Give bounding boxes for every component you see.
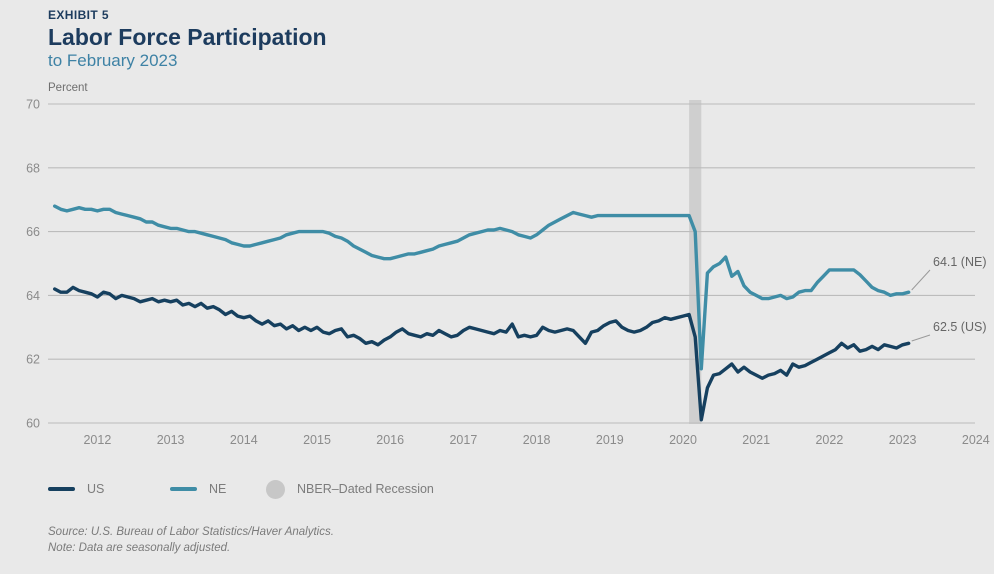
chart-subtitle: to February 2023: [48, 51, 178, 70]
us-end-label: 62.5 (US): [933, 320, 987, 334]
legend-item-ne: NE: [170, 479, 226, 499]
legend-label-ne: NE: [209, 482, 227, 496]
y-tick-60: 60: [26, 417, 40, 431]
legend-label-us: US: [87, 482, 105, 496]
ne-line-swatch: [170, 487, 197, 491]
x-tick-2024: 2024: [962, 433, 990, 447]
legend-item-recession: NBER–Dated Recession: [266, 479, 434, 499]
x-tick-2012: 2012: [83, 433, 111, 447]
legend-label-recession: NBER–Dated Recession: [297, 482, 434, 496]
x-tick-2015: 2015: [303, 433, 331, 447]
adjustment-note: Note: Data are seasonally adjusted.: [48, 542, 231, 554]
x-tick-2013: 2013: [157, 433, 185, 447]
x-tick-2018: 2018: [523, 433, 551, 447]
chart-header: EXHIBIT 5 Labor Force Participation to F…: [48, 8, 327, 71]
ne-annotation-leader: [911, 269, 931, 291]
us-annotation-leader: [911, 334, 931, 342]
y-tick-70: 70: [26, 98, 40, 112]
exhibit-label: EXHIBIT 5: [48, 8, 109, 22]
x-tick-2019: 2019: [596, 433, 624, 447]
ne-line: [53, 204, 911, 371]
source-note: Source: U.S. Bureau of Labor Statistics/…: [48, 526, 334, 538]
x-tick-2017: 2017: [449, 433, 477, 447]
x-tick-2016: 2016: [376, 433, 404, 447]
y-axis-unit-label: Percent: [48, 82, 88, 94]
x-tick-2020: 2020: [669, 433, 697, 447]
x-tick-2023: 2023: [889, 433, 917, 447]
us-line: [53, 285, 911, 422]
legend: US NE NBER–Dated Recession: [0, 479, 994, 501]
footer-notes: Source: U.S. Bureau of Labor Statistics/…: [48, 524, 334, 556]
x-tick-2014: 2014: [230, 433, 258, 447]
legend-item-us: US: [48, 479, 104, 499]
x-tick-2021: 2021: [742, 433, 770, 447]
y-tick-68: 68: [26, 161, 40, 175]
y-tick-62: 62: [26, 353, 40, 367]
y-tick-66: 66: [26, 225, 40, 239]
recession-dot-swatch: [266, 479, 285, 499]
x-tick-2022: 2022: [815, 433, 843, 447]
y-tick-64: 64: [26, 289, 40, 303]
ne-end-label: 64.1 (NE): [933, 255, 987, 269]
us-line-swatch: [48, 487, 75, 491]
page-title: Labor Force Participation: [48, 24, 327, 50]
